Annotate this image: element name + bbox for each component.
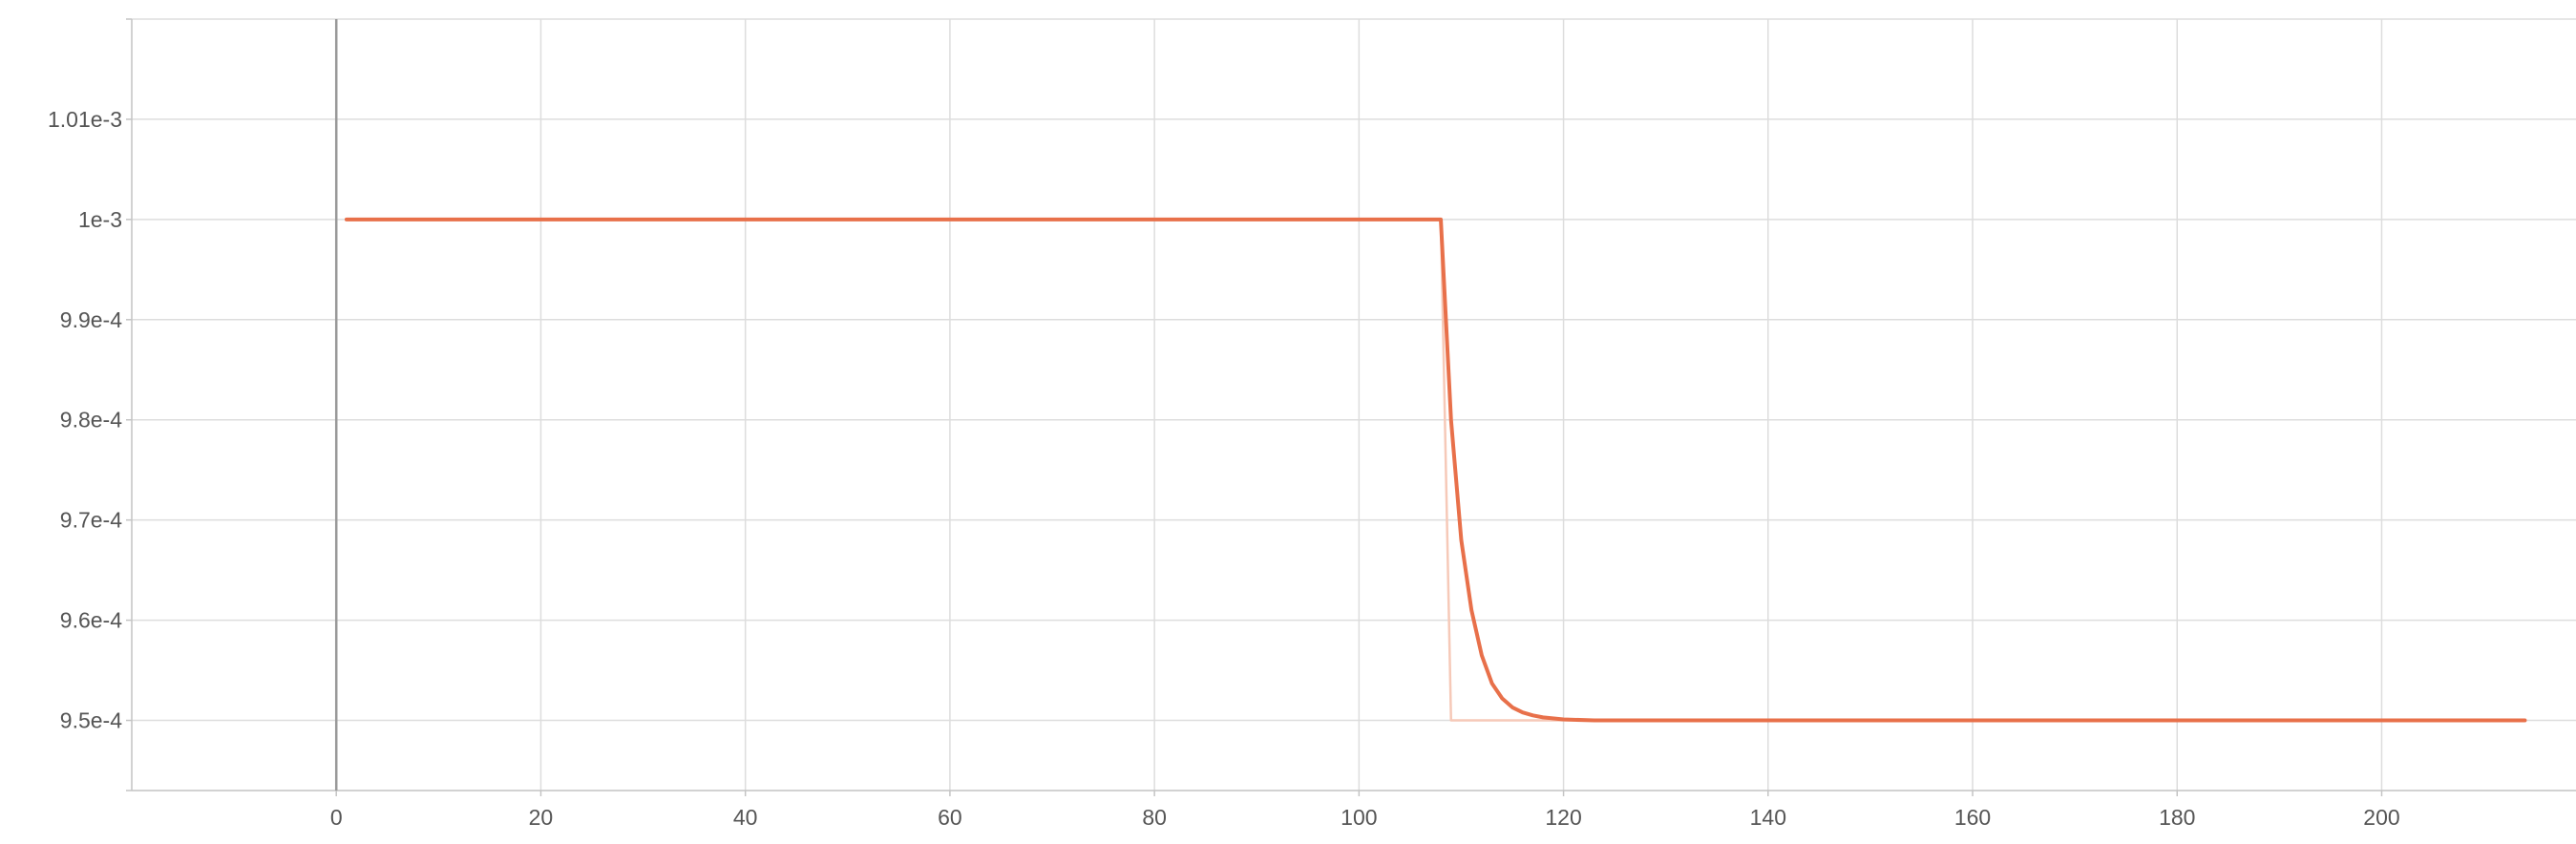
series-layer bbox=[344, 217, 2527, 723]
x-tick-label: 100 bbox=[1341, 805, 1377, 830]
x-tick-label: 80 bbox=[1142, 805, 1167, 830]
y-tick-label: 9.6e-4 bbox=[60, 608, 122, 633]
x-tick-label: 40 bbox=[733, 805, 758, 830]
axes-layer bbox=[126, 18, 2576, 796]
y-tick-label: 1e-3 bbox=[78, 207, 122, 232]
x-tick-label: 200 bbox=[2363, 805, 2399, 830]
x-tick-label: 60 bbox=[938, 805, 962, 830]
x-tick-label: 180 bbox=[2159, 805, 2195, 830]
y-tick-label: 1.01e-3 bbox=[48, 107, 122, 132]
smoothed-series-line bbox=[344, 217, 2527, 723]
x-tick-label: 120 bbox=[1545, 805, 1581, 830]
x-tick-label: 20 bbox=[529, 805, 554, 830]
x-tick-label: 160 bbox=[1954, 805, 1991, 830]
y-tick-label: 9.8e-4 bbox=[60, 408, 122, 433]
y-tick-label: 9.5e-4 bbox=[60, 708, 122, 733]
y-tick-label: 9.7e-4 bbox=[60, 508, 122, 533]
raw-series-line bbox=[345, 218, 2526, 722]
y-tick-label: 9.9e-4 bbox=[60, 307, 122, 332]
x-tick-label: 140 bbox=[1750, 805, 1786, 830]
grid-layer bbox=[132, 18, 2576, 791]
x-tick-label: 0 bbox=[330, 805, 343, 830]
tick-labels-layer: 0 20 40 60 80 100 120 140 160 180 200 9.5e-4 9.6e-4 9… bbox=[48, 107, 2400, 830]
